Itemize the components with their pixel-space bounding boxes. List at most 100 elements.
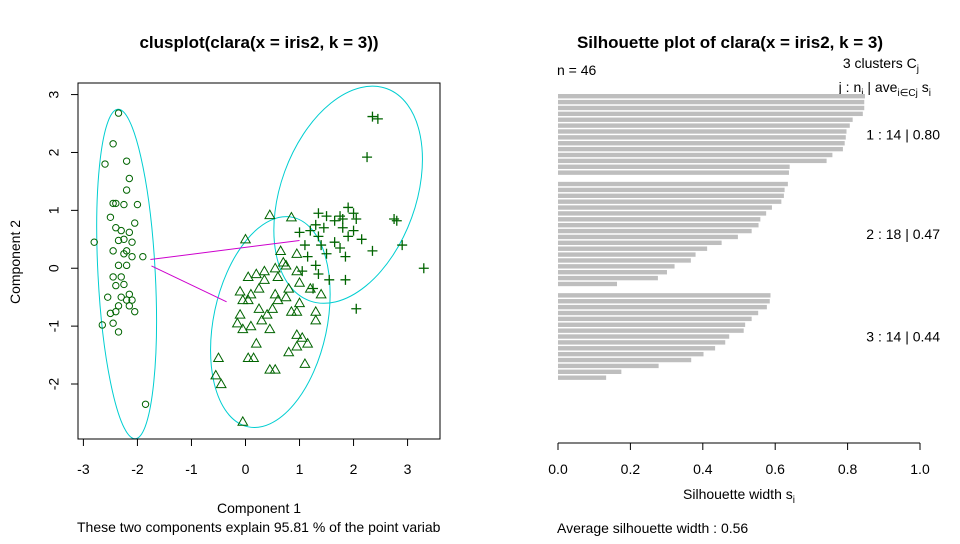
point-cluster-3: [337, 222, 348, 233]
point-cluster-3: [372, 113, 383, 124]
point-cluster-2: [234, 285, 246, 296]
cluster-ellipse-3: [273, 85, 423, 304]
point-cluster-2: [266, 302, 279, 313]
point-cluster-2: [269, 262, 281, 273]
point-cluster-1: [101, 160, 109, 168]
x-axis: -3 -2 -1 0 1 2 3: [77, 438, 412, 477]
silhouette-bar-cluster-1: [558, 117, 853, 122]
point-cluster-2: [280, 291, 292, 302]
silhouette-bar-cluster-1: [558, 152, 833, 158]
x-tick-label: 1: [296, 461, 304, 477]
silhouette-bar-cluster-1: [558, 105, 865, 111]
silhouette-bar-cluster-2: [558, 193, 784, 198]
point-cluster-3: [362, 152, 373, 163]
point-cluster-1: [109, 247, 117, 255]
point-cluster-2: [283, 346, 295, 357]
silhouette-bar-cluster-2: [558, 222, 759, 228]
n-label: n = 46: [557, 62, 597, 78]
point-cluster-1: [128, 252, 136, 261]
legend-header-clusters-sub: j: [916, 64, 919, 75]
y-tick-label: 2: [46, 148, 62, 156]
point-cluster-2: [285, 211, 298, 222]
point-cluster-3: [329, 215, 340, 226]
point-cluster-1: [106, 213, 115, 221]
silhouette-x-tick-label: 0.8: [838, 461, 858, 477]
y-axis-label: Component 2: [7, 220, 23, 304]
point-cluster-2: [237, 294, 249, 305]
silhouette-title: Silhouette plot of clara(x = iris2, k = …: [577, 33, 883, 52]
point-cluster-1: [125, 290, 134, 298]
x-tick-label: -1: [185, 461, 198, 477]
legend-header-ssub: i: [929, 88, 931, 99]
cluster-distance-line-2: [151, 265, 227, 303]
point-cluster-1: [122, 157, 131, 165]
point-cluster-3: [351, 303, 362, 314]
point-cluster-2: [247, 352, 260, 363]
point-cluster-2: [242, 352, 254, 363]
silhouette-bar-cluster-2: [558, 181, 788, 187]
silhouette-x-label-text: Silhouette width s: [683, 486, 793, 502]
point-cluster-1: [128, 296, 136, 304]
scatter-points: [90, 109, 429, 426]
point-cluster-2: [264, 209, 276, 220]
legend-header-ave: | ave: [863, 79, 897, 95]
silhouette-bar-cluster-3: [558, 357, 692, 363]
point-cluster-3: [299, 240, 310, 251]
point-cluster-3: [308, 283, 319, 294]
silhouette-bar-cluster-3: [558, 340, 726, 345]
silhouette-x-axis: 0.0 0.2 0.4 0.6 0.8 1.0: [548, 442, 930, 477]
point-cluster-2: [239, 233, 252, 244]
silhouette-bar-cluster-1: [558, 129, 847, 134]
legend-header-nsub: j: [860, 88, 863, 99]
legend-header-clusters: 3 clusters Cj: [843, 55, 919, 75]
x-tick-label: 0: [242, 461, 250, 477]
point-cluster-3: [397, 240, 408, 251]
point-cluster-3: [321, 211, 332, 222]
point-cluster-2: [291, 340, 303, 351]
legend-header-avesub: i∈Cj: [897, 88, 917, 99]
silhouette-bar-cluster-1: [558, 170, 789, 175]
point-cluster-1: [112, 281, 120, 290]
point-cluster-2: [310, 314, 322, 325]
silhouette-bar-cluster-2: [558, 234, 738, 240]
legend-header-j: j : n: [838, 79, 862, 95]
point-cluster-1: [98, 321, 107, 329]
silhouette-bars: [558, 94, 865, 380]
point-cluster-1: [131, 219, 139, 227]
silhouette-bar-cluster-2: [558, 211, 767, 216]
point-cluster-2: [256, 314, 268, 325]
point-cluster-2: [293, 297, 306, 308]
silhouette-bar-cluster-1: [558, 111, 863, 117]
silhouette-bar-cluster-2: [558, 240, 722, 246]
point-cluster-2: [245, 320, 257, 331]
point-cluster-1: [90, 238, 98, 246]
point-cluster-1: [128, 238, 136, 246]
y-tick-label: -2: [46, 378, 62, 391]
x-tick-label: 3: [404, 461, 412, 477]
point-cluster-2: [231, 317, 244, 328]
point-cluster-3: [310, 260, 321, 271]
point-cluster-2: [315, 288, 327, 299]
point-cluster-3: [294, 227, 305, 238]
point-cluster-1: [109, 273, 117, 281]
point-cluster-2: [210, 369, 222, 380]
silhouette-x-tick-label: 0.2: [621, 461, 641, 477]
point-cluster-2: [250, 337, 262, 348]
point-cluster-2: [299, 357, 311, 368]
point-cluster-2: [264, 323, 276, 334]
silhouette-bar-cluster-1: [558, 94, 865, 99]
x-tick-label: -2: [131, 461, 144, 477]
silhouette-bar-cluster-1: [558, 158, 827, 164]
point-cluster-1: [117, 226, 125, 235]
point-cluster-3: [302, 251, 313, 262]
silhouette-bar-cluster-3: [558, 375, 607, 380]
point-cluster-2: [258, 274, 271, 284]
point-cluster-1: [112, 199, 120, 208]
x-axis-label: Component 1: [217, 500, 301, 516]
silhouette-x-tick-label: 0.6: [765, 461, 785, 477]
average-silhouette-footer: Average silhouette width : 0.56: [557, 520, 748, 536]
point-cluster-1: [125, 302, 134, 310]
point-cluster-2: [293, 276, 306, 287]
point-cluster-1: [109, 140, 117, 148]
